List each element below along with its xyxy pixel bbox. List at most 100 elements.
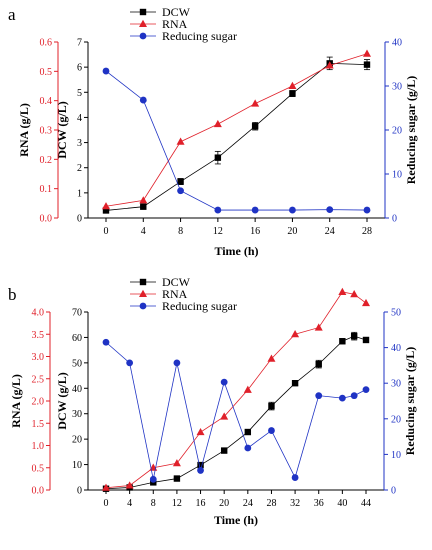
chart-panel-b: b 0 4 8 12 16 20 24 28 32 36 40 44 Time (h) 0 10 20 30 40 5… bbox=[8, 275, 417, 527]
x-tick-label: 4 bbox=[141, 226, 146, 237]
dcw-tick-label: 5 bbox=[77, 88, 82, 99]
data-point-triangle bbox=[325, 61, 334, 69]
legend-label: DCW bbox=[162, 275, 191, 289]
dcw-tick-label: 3 bbox=[77, 138, 82, 149]
series-dcw bbox=[102, 56, 371, 214]
data-point-square bbox=[363, 61, 371, 68]
sugar-tick-label: 0 bbox=[391, 486, 396, 497]
x-tick-label: 28 bbox=[362, 226, 372, 237]
data-point-circle bbox=[350, 392, 358, 400]
dcw-tick-label: 1 bbox=[77, 188, 82, 199]
rna-tick-label: 0.5 bbox=[40, 67, 53, 78]
rna-tick-label: 0.0 bbox=[40, 214, 53, 225]
data-point-triangle bbox=[102, 202, 110, 210]
dcw-axis-title: DCW (g/L) bbox=[55, 101, 69, 158]
series-line bbox=[105, 291, 367, 489]
rna-tick-label: 0.5 bbox=[32, 463, 45, 474]
x-tick-label: 36 bbox=[314, 498, 324, 509]
sugar-axis-title: Reducing sugar (g/L) bbox=[404, 76, 418, 184]
sugar-axis-title: Reducing sugar (g/L) bbox=[403, 347, 417, 455]
dcw-tick-label: 70 bbox=[72, 308, 82, 319]
x-tick-label: 28 bbox=[266, 498, 276, 509]
data-point-triangle bbox=[176, 137, 185, 145]
rna-tick-label: 1.0 bbox=[32, 441, 45, 452]
legend-label: RNA bbox=[162, 287, 188, 301]
data-point-triangle bbox=[102, 483, 110, 491]
data-point-triangle bbox=[267, 354, 276, 362]
dcw-tick-label: 0 bbox=[77, 214, 82, 225]
data-point-circle bbox=[102, 67, 110, 75]
data-point-circle bbox=[363, 206, 371, 214]
data-point-square bbox=[220, 447, 228, 454]
data-point-triangle bbox=[196, 427, 205, 436]
series-line bbox=[105, 62, 368, 211]
data-point-triangle bbox=[291, 330, 300, 338]
data-point-square bbox=[173, 475, 181, 482]
series-rna bbox=[102, 49, 371, 210]
data-point-square bbox=[139, 278, 147, 286]
x-tick-label: 20 bbox=[219, 498, 229, 509]
data-point-circle bbox=[149, 475, 157, 483]
x-tick-label: 40 bbox=[337, 498, 347, 509]
sugar-tick-label: 10 bbox=[392, 170, 402, 181]
data-point-square bbox=[315, 360, 322, 368]
dcw-tick-label: 0 bbox=[77, 486, 82, 497]
dcw-tick-label: 2 bbox=[77, 163, 82, 174]
data-point-circle bbox=[338, 394, 346, 402]
data-point-circle bbox=[214, 206, 222, 214]
rna-tick-label: 3.5 bbox=[32, 330, 45, 341]
data-point-triangle bbox=[350, 290, 359, 298]
data-point-circle bbox=[173, 359, 181, 367]
sugar-tick-label: 40 bbox=[392, 38, 402, 49]
data-point-circle bbox=[326, 206, 334, 214]
data-point-square bbox=[362, 336, 370, 344]
data-point-circle bbox=[139, 96, 147, 104]
series-rna bbox=[102, 287, 370, 491]
data-point-square bbox=[244, 428, 252, 436]
data-point-square bbox=[251, 123, 259, 130]
series-line bbox=[105, 341, 367, 480]
data-point-square bbox=[139, 8, 147, 16]
x-tick-label: 32 bbox=[290, 498, 300, 509]
x-tick-label: 8 bbox=[178, 226, 183, 237]
data-point-square bbox=[268, 402, 275, 410]
data-point-square bbox=[140, 203, 147, 210]
rna-tick-label: 0.0 bbox=[32, 486, 45, 497]
x-tick-label: 20 bbox=[287, 226, 297, 237]
series-line bbox=[105, 70, 368, 211]
data-point-triangle bbox=[362, 298, 370, 307]
x-tick-label: 0 bbox=[104, 498, 109, 509]
rna-tick-label: 0.6 bbox=[40, 38, 53, 49]
x-axis-title: Time (h) bbox=[214, 244, 258, 258]
dcw-tick-label: 40 bbox=[72, 384, 82, 395]
data-point-circle bbox=[268, 427, 275, 434]
data-point-circle bbox=[289, 206, 296, 214]
data-point-circle bbox=[220, 378, 228, 386]
x-tick-label: 44 bbox=[361, 498, 371, 509]
rna-tick-label: 0.4 bbox=[40, 96, 53, 107]
x-axis-title: Time (h) bbox=[214, 513, 258, 527]
data-point-triangle bbox=[363, 49, 371, 57]
sugar-tick-label: 20 bbox=[391, 414, 401, 425]
data-point-circle bbox=[251, 206, 259, 214]
data-point-square bbox=[339, 338, 346, 345]
data-point-triangle bbox=[172, 459, 181, 467]
x-tick-label: 12 bbox=[213, 226, 223, 237]
legend-label: Reducing sugar bbox=[162, 299, 237, 313]
x-tick-label: 4 bbox=[127, 498, 132, 509]
data-point-circle bbox=[244, 444, 252, 452]
data-point-circle bbox=[126, 359, 134, 367]
data-point-triangle bbox=[213, 119, 222, 128]
x-tick-label: 0 bbox=[104, 226, 109, 237]
legend-label: Reducing sugar bbox=[162, 29, 237, 43]
panel-label: a bbox=[8, 5, 16, 24]
dcw-tick-label: 30 bbox=[72, 409, 82, 420]
data-point-circle bbox=[315, 392, 323, 400]
data-point-circle bbox=[177, 187, 184, 195]
rna-tick-label: 2.5 bbox=[32, 374, 45, 385]
x-tick-label: 12 bbox=[172, 498, 182, 509]
dcw-tick-label: 60 bbox=[72, 333, 82, 344]
